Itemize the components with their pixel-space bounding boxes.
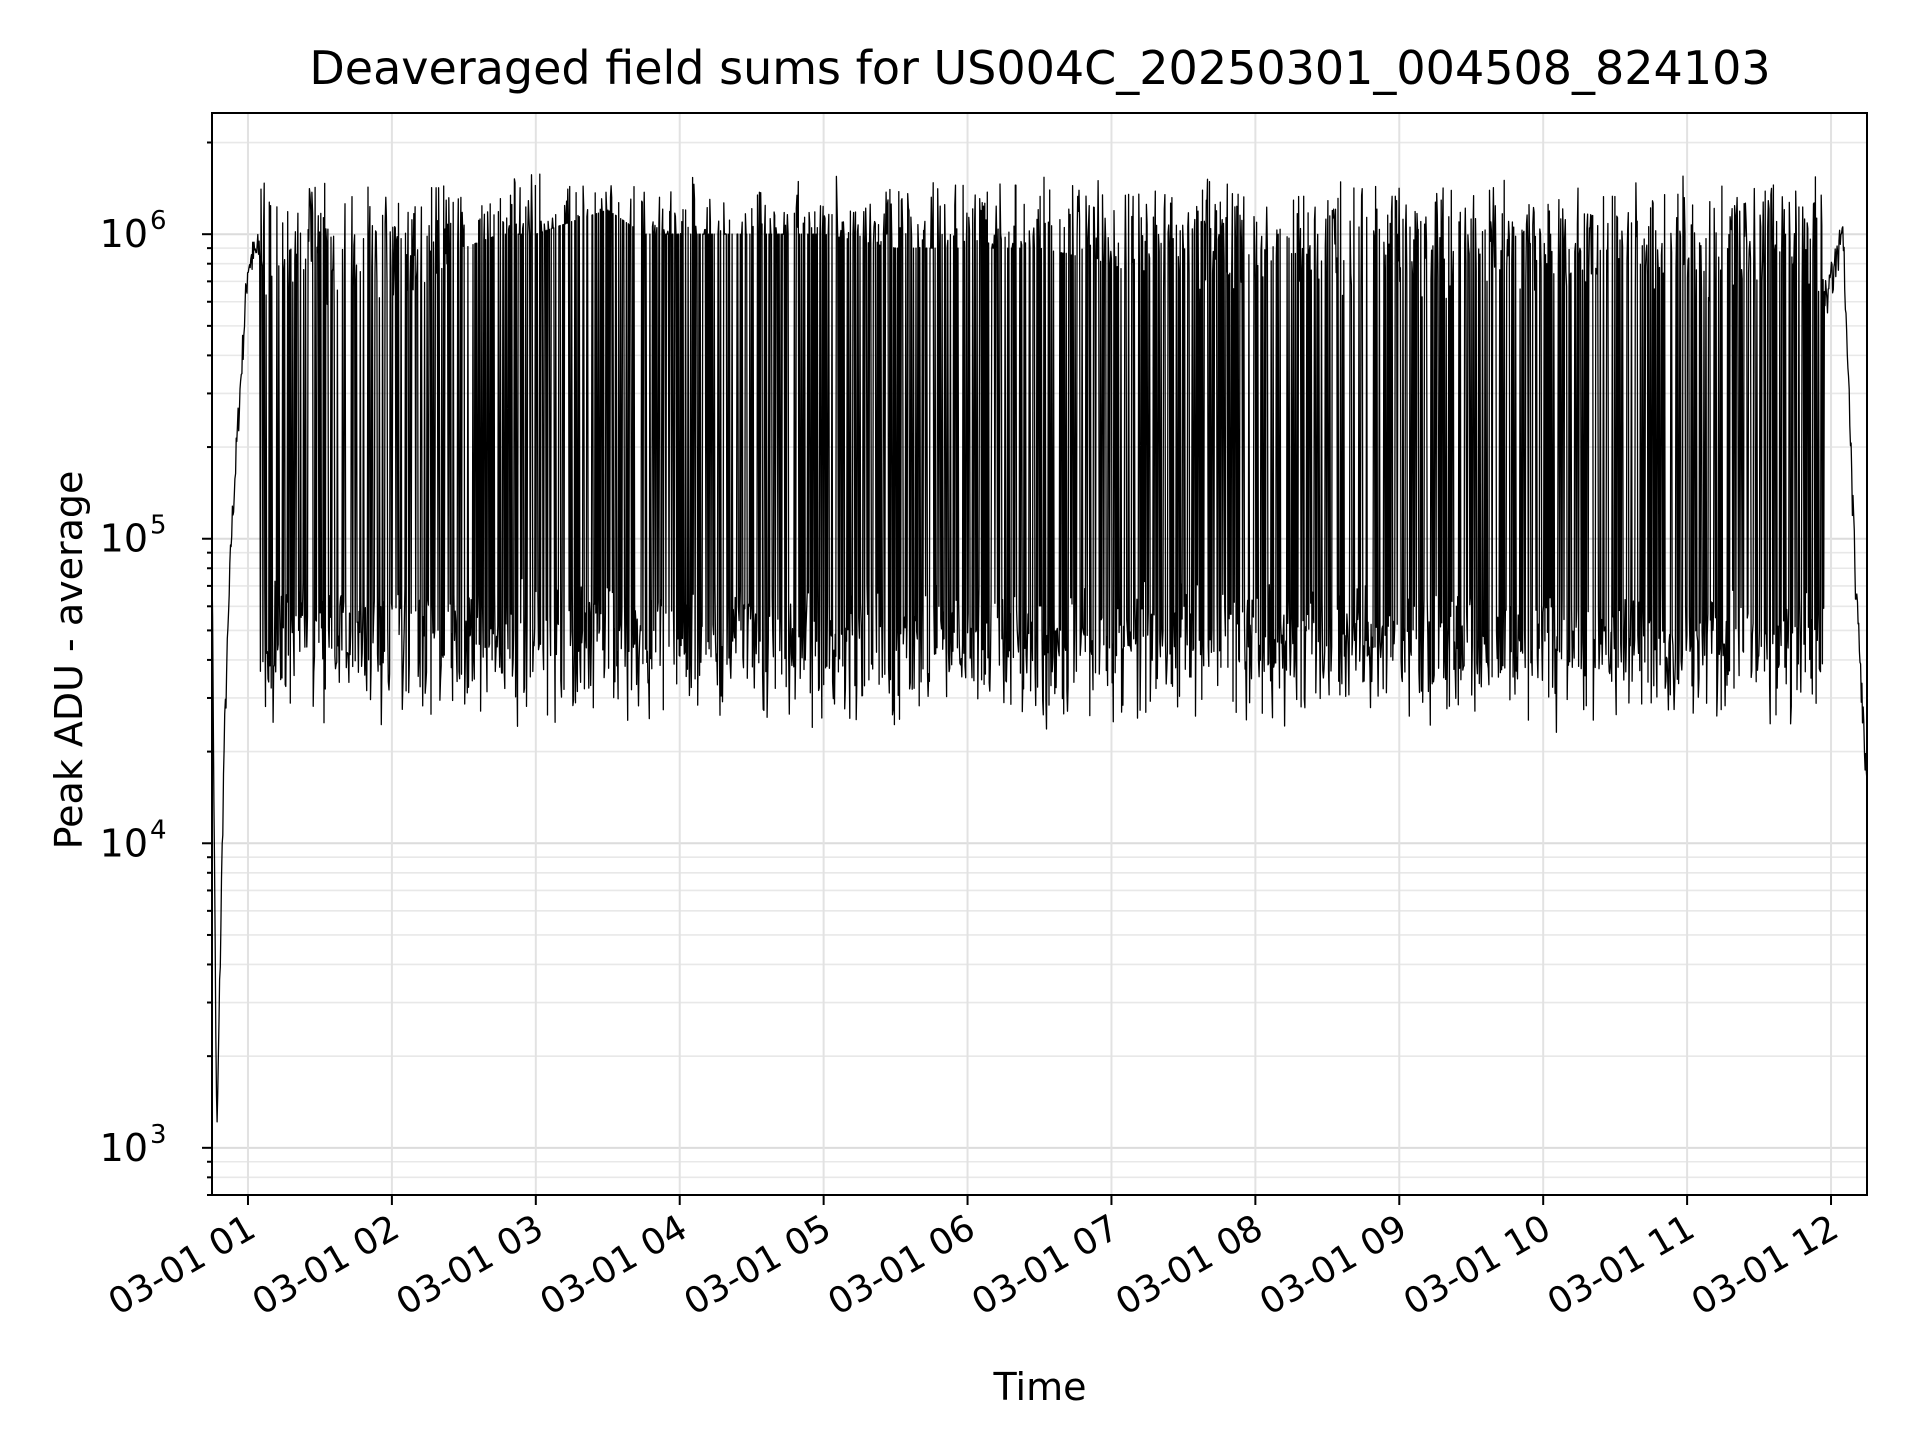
y-tick-label-exponent: 5 <box>150 511 167 541</box>
y-tick-label-exponent: 6 <box>150 206 167 236</box>
y-tick-label: 10 <box>100 821 148 865</box>
y-tick-label: 10 <box>100 517 148 561</box>
y-tick-label-exponent: 4 <box>150 815 167 845</box>
plot-lines <box>211 173 1868 1123</box>
y-tick-label: 10 <box>100 1126 148 1170</box>
y-axis-label: Peak ADU - average <box>47 471 91 850</box>
series-line <box>211 173 1868 1123</box>
y-tick-label: 10 <box>100 212 148 256</box>
y-tick-label-exponent: 3 <box>150 1120 167 1150</box>
plot-frame <box>211 112 1868 1196</box>
x-axis-label: Time <box>993 1365 1087 1409</box>
chart-title: Deaveraged field sums for US004C_2025030… <box>309 41 1770 95</box>
